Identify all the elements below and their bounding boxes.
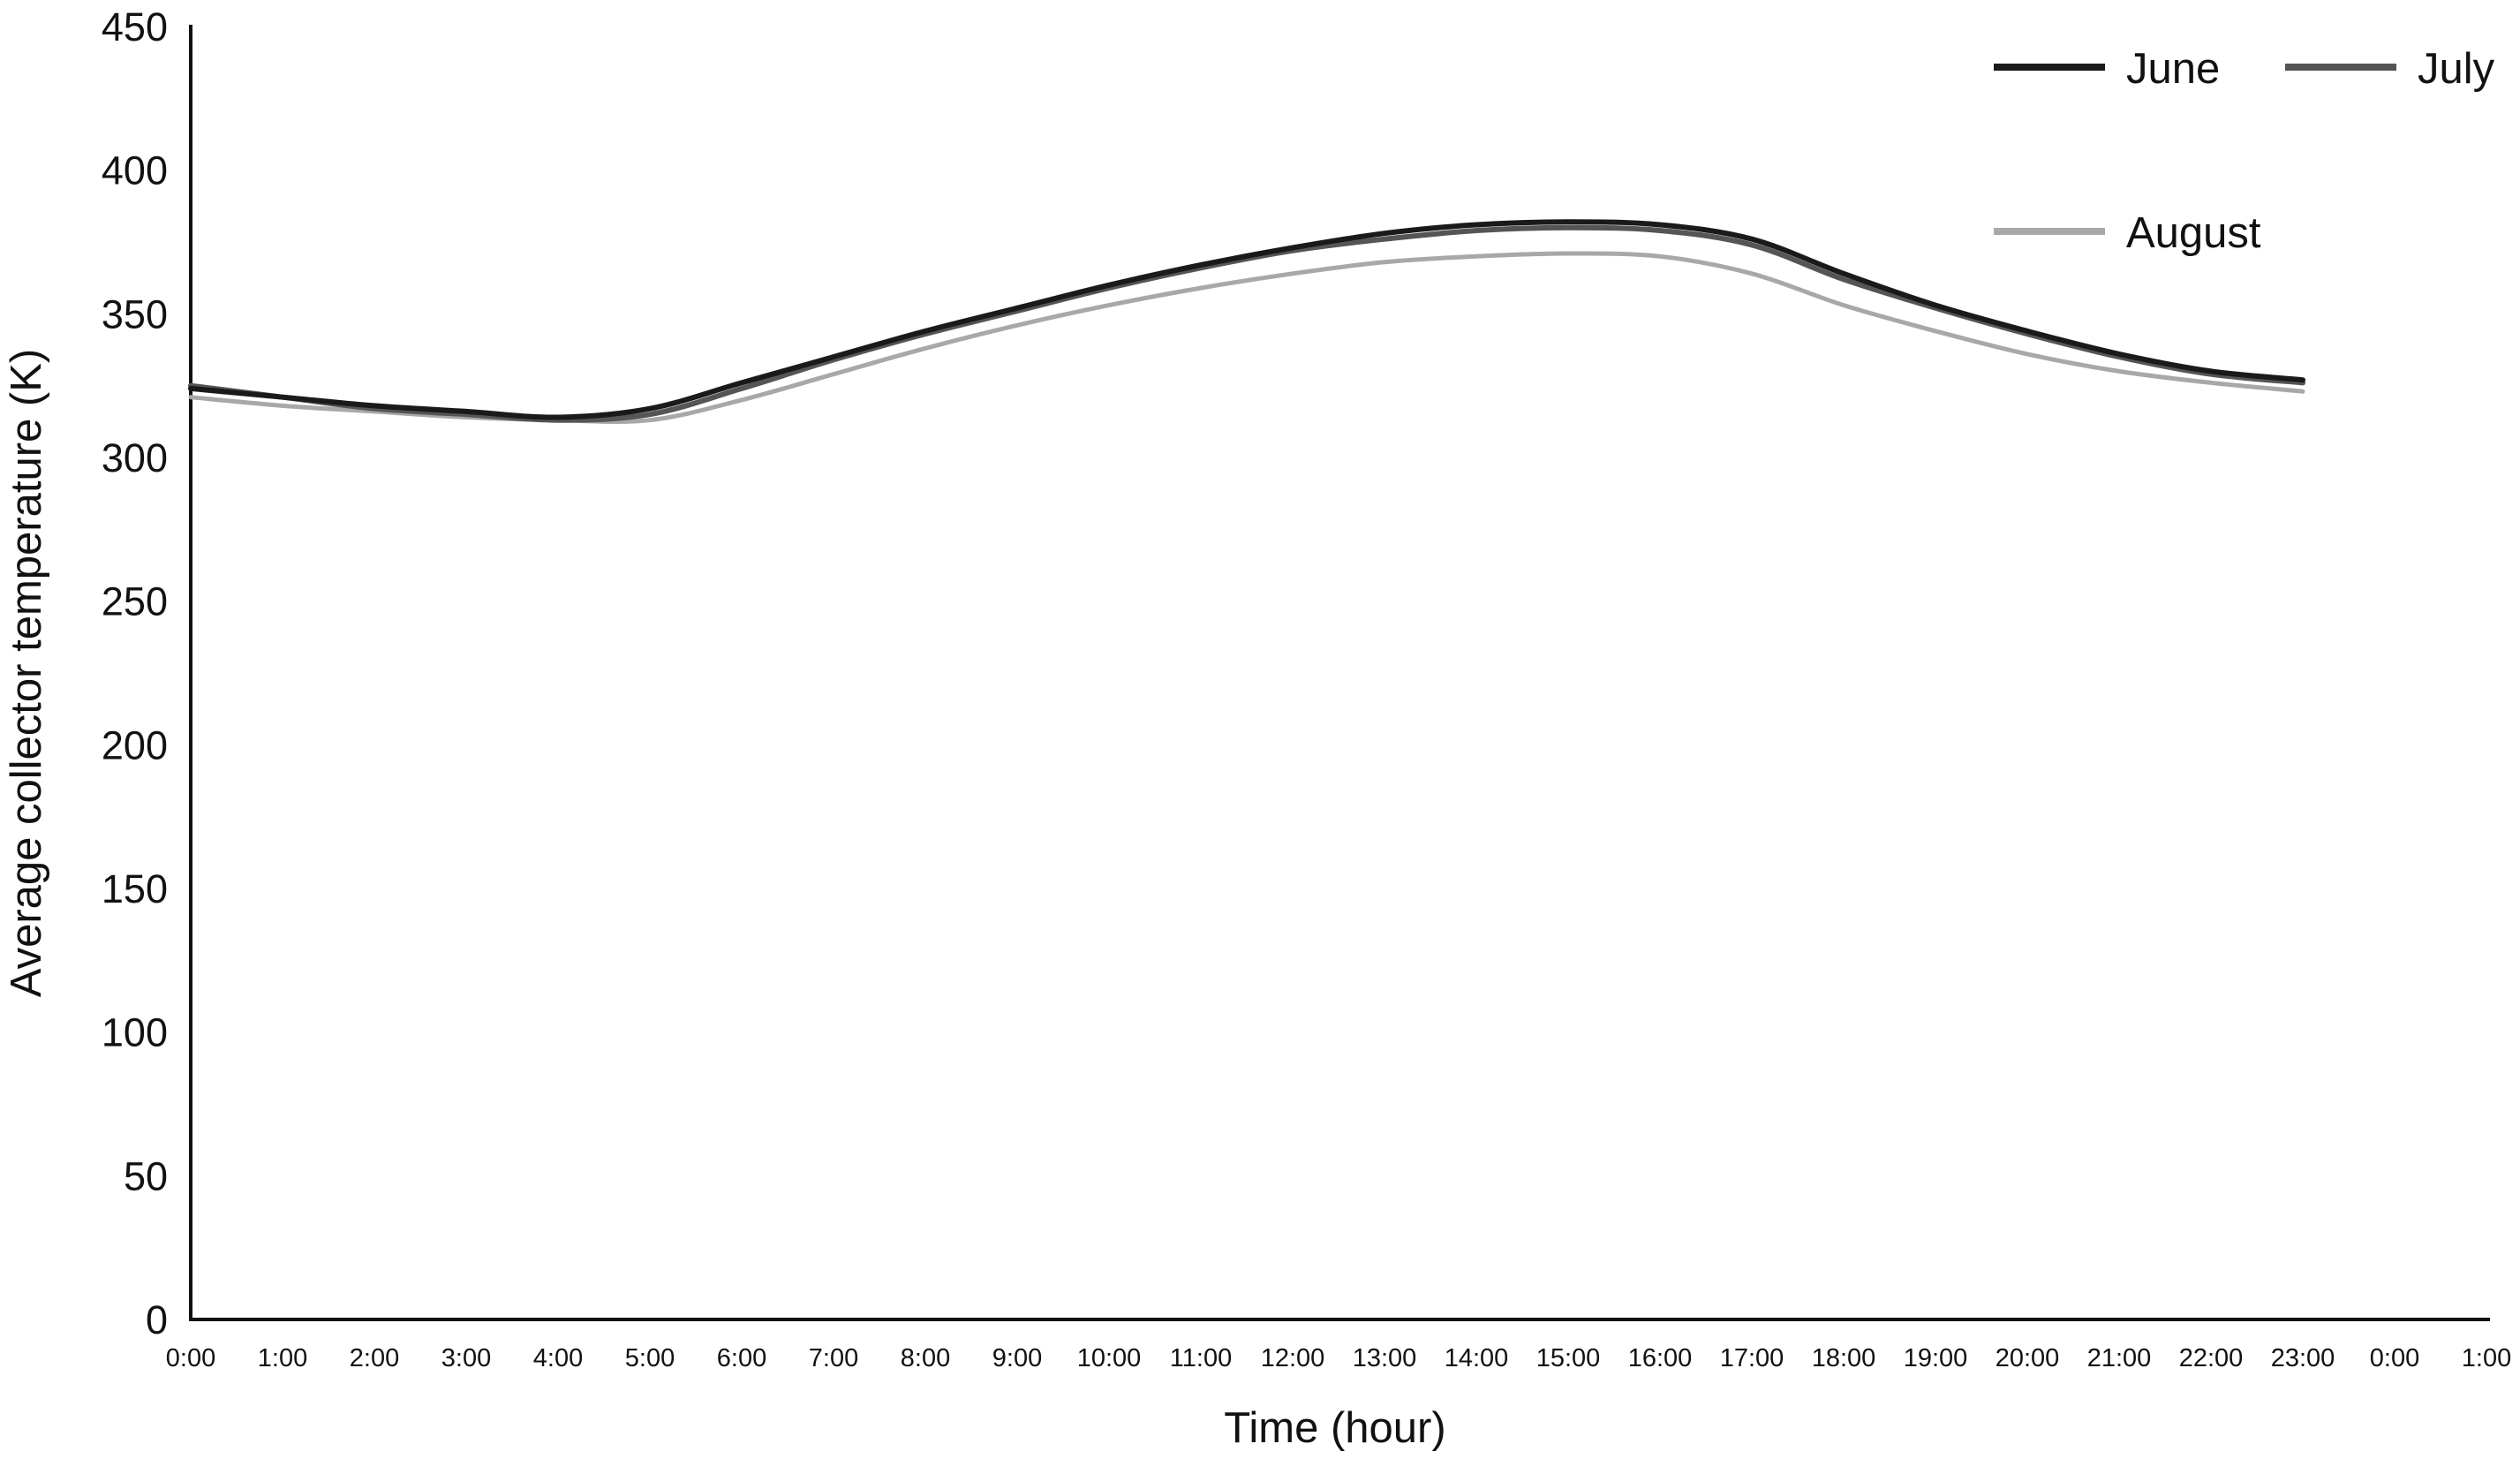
x-tick-label: 17:00 xyxy=(1720,1344,1784,1372)
x-tick-label: 18:00 xyxy=(1812,1344,1876,1372)
x-tick-label: 8:00 xyxy=(901,1344,950,1372)
x-tick-label: 1:00 xyxy=(258,1344,307,1372)
y-tick-label: 200 xyxy=(102,722,168,767)
axes-layer xyxy=(189,25,2490,1321)
x-tick-label: 20:00 xyxy=(1996,1344,2060,1372)
legend-label-july: July xyxy=(2418,45,2495,93)
y-tick-label: 250 xyxy=(102,579,168,624)
legend-label-august: August xyxy=(2126,209,2261,257)
y-tick-label: 400 xyxy=(102,148,168,193)
x-tick-label: 0:00 xyxy=(166,1344,215,1372)
x-tick-label: 16:00 xyxy=(1628,1344,1693,1372)
x-tick-label: 2:00 xyxy=(350,1344,399,1372)
x-tick-label: 14:00 xyxy=(1445,1344,1509,1372)
x-tick-label: 10:00 xyxy=(1077,1344,1142,1372)
y-tick-label: 50 xyxy=(124,1153,168,1198)
series-line-august xyxy=(188,251,2305,425)
x-tick-label: 22:00 xyxy=(2179,1344,2244,1372)
x-tick-label: 4:00 xyxy=(533,1344,583,1372)
y-tick-label: 100 xyxy=(102,1010,168,1055)
x-axis-title: Time (hour) xyxy=(1224,1404,1445,1452)
x-tick-label: 12:00 xyxy=(1261,1344,1325,1372)
x-tick-label: 9:00 xyxy=(992,1344,1042,1372)
y-axis-title: Average collector temperature (K) xyxy=(3,349,50,997)
y-tick-label: 300 xyxy=(102,435,168,480)
x-tick-label: 6:00 xyxy=(717,1344,766,1372)
series-layer xyxy=(188,219,2305,425)
labels-layer: 0 50 100 150 200 250 300 350 400 450 0:00 1:00 2:00 3… xyxy=(3,4,2511,1452)
x-tick-label: 21:00 xyxy=(2087,1344,2152,1372)
y-tick-label: 150 xyxy=(102,866,168,911)
y-tick-label: 450 xyxy=(102,4,168,49)
legend-label-june: June xyxy=(2126,45,2220,93)
x-tick-label: 11:00 xyxy=(1170,1344,1232,1372)
x-tick-label: 5:00 xyxy=(625,1344,675,1372)
y-tick-label: 350 xyxy=(102,291,168,336)
x-tick-label: 19:00 xyxy=(1904,1344,1968,1372)
x-tick-label: 7:00 xyxy=(809,1344,858,1372)
x-tick-label: 3:00 xyxy=(441,1344,491,1372)
x-tick-label: 15:00 xyxy=(1536,1344,1601,1372)
legend: June July August xyxy=(1994,45,2495,257)
x-tick-label: 0:00 xyxy=(2370,1344,2419,1372)
x-tick-label: 1:00 xyxy=(2462,1344,2511,1372)
x-tick-label: 23:00 xyxy=(2271,1344,2335,1372)
x-tick-label: 13:00 xyxy=(1353,1344,1417,1372)
series-line-june xyxy=(188,219,2305,420)
y-tick-label: 0 xyxy=(146,1297,168,1342)
